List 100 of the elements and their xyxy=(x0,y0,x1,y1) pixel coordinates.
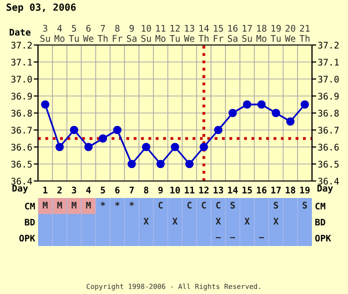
y-tick-label: OPK xyxy=(19,234,36,242)
point xyxy=(55,142,64,152)
point xyxy=(214,126,222,134)
text: M xyxy=(72,202,76,208)
x-tick-label: 13 We xyxy=(184,24,194,42)
x-tick-label: 17 xyxy=(271,186,281,194)
y2-tick-label: 36.7 xyxy=(318,126,339,134)
x-tick-label: 4 Mo xyxy=(54,24,64,42)
x-tick-label: 13 xyxy=(214,186,224,194)
x-tick-label: 3 Su xyxy=(40,24,50,42)
point xyxy=(84,142,93,152)
point xyxy=(272,108,280,118)
x-tick-label: 8 Fr xyxy=(112,24,122,42)
x-tick-label: 16 Sa xyxy=(228,24,238,42)
text: S xyxy=(302,202,307,209)
text: − xyxy=(230,237,236,238)
text: * xyxy=(130,202,134,206)
y-tick-label: 37.1 xyxy=(11,58,32,66)
text: S xyxy=(274,202,278,209)
y2-tick-label: 36.5 xyxy=(318,160,339,168)
point xyxy=(257,100,266,109)
x-tick-label: 6 xyxy=(115,186,120,194)
point xyxy=(300,100,309,109)
text: − xyxy=(216,237,221,238)
y-tick-label: 36.7 xyxy=(11,126,32,134)
x-tick-label: 3 xyxy=(72,186,76,194)
x-tick-label: 5 xyxy=(100,186,105,194)
chart-title: Sep 03, 2006 xyxy=(6,3,76,13)
y-tick-label: 36.9 xyxy=(11,92,32,100)
x-tick-label: 6 We xyxy=(83,24,94,42)
y2-tick-label: CM xyxy=(315,202,326,210)
y-tick-label: 36.8 xyxy=(11,110,32,117)
y-tick-label: 37.2 xyxy=(11,42,32,49)
x-tick-label: 8 xyxy=(144,186,148,194)
text: * xyxy=(115,202,120,206)
y-tick-label: 36.4 xyxy=(11,178,32,185)
y-tick-label: 36.6 xyxy=(11,144,32,151)
x-tick-label: 2 xyxy=(57,186,62,194)
x-axis-title: Date xyxy=(10,28,30,36)
x-tick-label: 9 Sa xyxy=(126,24,136,42)
x-tick-label: 17 Su xyxy=(242,24,252,42)
y-tick-label: BD xyxy=(24,218,35,226)
y2-tick-label: 36.9 xyxy=(318,92,339,100)
text: X xyxy=(273,218,279,224)
text: X xyxy=(144,218,149,224)
x-tick-label: 10 Su xyxy=(141,24,152,42)
text: M xyxy=(86,202,91,208)
y2-tick-label: 36.4 xyxy=(318,178,339,185)
text: X xyxy=(244,218,250,224)
y-tick-label: 36.5 xyxy=(11,160,32,168)
x-tick-label: 14 Th xyxy=(198,24,209,42)
y2-tick-label: 37.1 xyxy=(318,58,339,66)
point xyxy=(242,100,252,109)
point xyxy=(286,117,295,126)
point xyxy=(200,142,208,152)
point xyxy=(41,100,50,109)
point xyxy=(70,126,78,134)
point xyxy=(142,142,150,152)
x-tick-label: 4 xyxy=(86,186,91,194)
y2-tick-label: 36.6 xyxy=(318,144,339,151)
text: C xyxy=(158,202,163,209)
x-tick-label: 20 We xyxy=(284,24,296,42)
x-tick-label: 10 xyxy=(170,186,180,194)
y2-tick-label: OPK xyxy=(315,234,332,242)
point xyxy=(113,126,122,134)
x-tick-label: 11 Mo xyxy=(156,24,166,42)
x-tick-label: 14 xyxy=(228,186,238,194)
text: Day xyxy=(12,184,28,194)
x-tick-label: 7 Th xyxy=(98,24,108,42)
x-tick-label: 18 xyxy=(286,186,296,194)
text: S xyxy=(230,202,235,209)
y2-tick-label: BD xyxy=(315,218,326,226)
text: * xyxy=(100,202,106,206)
x-tick-label: 15 Fr xyxy=(214,24,224,42)
point xyxy=(98,134,108,143)
x-tick-label: 16 xyxy=(256,186,266,194)
point xyxy=(185,160,194,168)
text: C xyxy=(202,202,206,209)
text: M xyxy=(57,202,62,208)
x-tick-label: 7 xyxy=(130,186,134,194)
y2-tick-label: 36.8 xyxy=(318,110,339,117)
text: X xyxy=(172,218,178,224)
x-tick-label: 9 xyxy=(158,186,163,194)
x-tick-label: 21 Th xyxy=(300,24,310,42)
text: − xyxy=(259,237,264,238)
x-tick-label: 5 Tu xyxy=(68,24,79,42)
x-tick-label: 12 xyxy=(199,186,209,194)
x-tick-label: 12 Tu xyxy=(170,24,180,42)
y-tick-label: 37.0 xyxy=(11,76,32,83)
point xyxy=(170,142,180,152)
point xyxy=(228,108,237,118)
x-tick-label: 19 Tu xyxy=(270,24,281,42)
x-tick-label: 15 xyxy=(242,186,252,194)
point xyxy=(156,160,165,168)
y-tick-label: CM xyxy=(25,202,35,210)
x-tick-label: 18 Mo xyxy=(256,24,266,42)
y2-tick-label: 37.2 xyxy=(318,42,339,49)
text: C xyxy=(216,202,220,209)
x-tick-label: 11 xyxy=(184,186,194,194)
text: X xyxy=(216,218,221,224)
